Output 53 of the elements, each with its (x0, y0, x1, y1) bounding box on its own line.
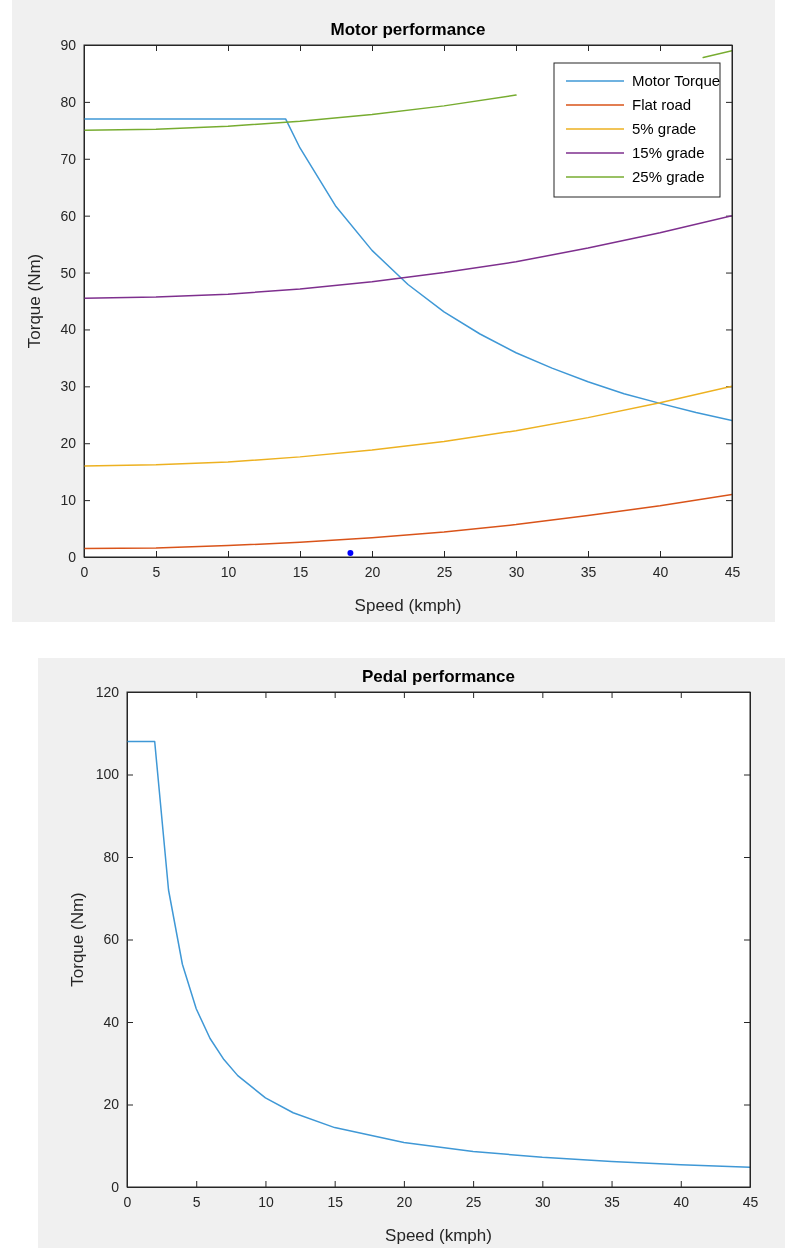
y-tick-label: 50 (60, 264, 77, 281)
y-tick-label: 120 (95, 683, 120, 700)
y-tick-label: 40 (103, 1013, 120, 1030)
legend-label: Motor Torque (632, 72, 721, 89)
x-tick-label: 5 (192, 1193, 201, 1210)
y-axis-title: Torque (Nm) (68, 892, 87, 987)
y-tick-label: 60 (60, 207, 77, 224)
y-tick-label: 10 (60, 492, 77, 509)
y-tick-label: 80 (103, 848, 120, 865)
y-tick-label: 70 (60, 150, 77, 167)
y-tick-label: 40 (60, 321, 77, 338)
x-tick-label: 35 (604, 1193, 621, 1210)
x-tick-label: 15 (327, 1193, 344, 1210)
x-tick-label: 20 (364, 563, 381, 580)
y-tick-label: 20 (60, 435, 77, 452)
x-tick-label: 25 (465, 1193, 482, 1210)
x-axis-title: Speed (kmph) (354, 596, 462, 615)
line-series (84, 385, 732, 467)
line-series (84, 493, 732, 550)
y-axis-title: Torque (Nm) (25, 253, 44, 349)
x-tick-label: 0 (80, 563, 89, 580)
x-tick-label: 35 (580, 563, 597, 580)
legend-label: Flat road (632, 96, 692, 113)
x-tick-label: 45 (724, 563, 741, 580)
line-series (127, 740, 750, 1168)
chart-title: Pedal performance (361, 667, 516, 686)
y-tick-label: 30 (60, 378, 77, 395)
x-tick-label: 45 (742, 1193, 759, 1210)
x-axis-title: Speed (kmph) (385, 1226, 492, 1245)
x-tick-label: 40 (673, 1193, 690, 1210)
y-tick-label: 60 (103, 931, 120, 948)
x-tick-label: 30 (508, 563, 525, 580)
y-tick-label: 80 (60, 93, 77, 110)
y-tick-label: 100 (95, 766, 120, 783)
x-tick-label: 25 (436, 563, 453, 580)
legend-label: 15% grade (632, 144, 705, 161)
line-series (84, 118, 732, 422)
line-series (84, 214, 732, 299)
x-tick-label: 10 (220, 563, 237, 580)
y-tick-label: 20 (103, 1096, 120, 1113)
x-tick-label: 40 (652, 563, 669, 580)
legend-label: 25% grade (632, 168, 705, 185)
y-tick-label: 0 (68, 548, 77, 565)
x-tick-label: 5 (152, 563, 161, 580)
x-tick-label: 15 (292, 563, 309, 580)
x-tick-label: 0 (123, 1193, 132, 1210)
x-tick-label: 10 (258, 1193, 274, 1210)
x-tick-label: 20 (396, 1193, 413, 1210)
legend-label: 5% grade (632, 120, 697, 137)
chart-title: Motor performance (330, 20, 486, 39)
y-tick-label: 0 (111, 1178, 120, 1195)
x-tick-label: 30 (535, 1193, 551, 1210)
y-tick-label: 90 (60, 36, 77, 53)
